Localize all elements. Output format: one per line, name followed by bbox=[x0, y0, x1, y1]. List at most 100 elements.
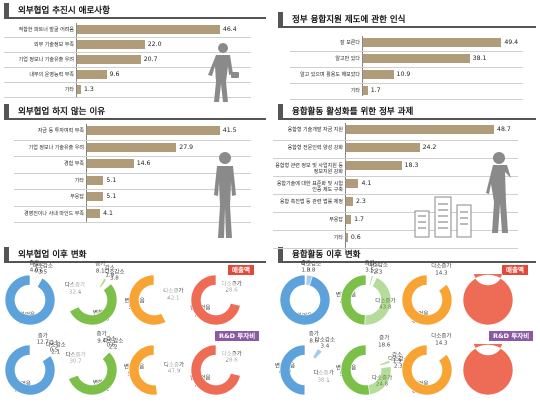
bar-category-label: 기업 정보나 기술유출 우려 bbox=[28, 144, 84, 151]
bar-category-label: 융합형 관련 정보 및 사업지원 등 정보지원 강화 bbox=[275, 163, 343, 175]
bar bbox=[87, 192, 104, 201]
donut-slice-label: 감소 0.6 bbox=[33, 261, 44, 275]
donut-slice-label: 감소 1.9 bbox=[104, 265, 115, 279]
donut-slice bbox=[128, 344, 158, 396]
title-no-collab-reasons: 외부협업 하지 않는 이유 bbox=[4, 104, 266, 120]
donut-slice bbox=[462, 274, 514, 326]
bar bbox=[346, 215, 352, 224]
donut-slice bbox=[4, 274, 56, 326]
donut-slice-label: 다소감소 2.2 bbox=[103, 338, 124, 351]
bar-value-label: 48.7 bbox=[497, 126, 511, 133]
row-divider bbox=[273, 248, 518, 249]
bar-category-label: 융합기술에 대한 표준화 및 시험 인증 제도 구축 bbox=[276, 181, 343, 193]
bar-category-label: 기업 정보나 기술유출 우려 bbox=[18, 57, 74, 63]
row-divider bbox=[4, 97, 251, 98]
donut-slice-label: 증가 4.0 bbox=[29, 260, 40, 274]
bar-value-label: 18.3 bbox=[404, 162, 419, 169]
bar-value-label: 10.9 bbox=[396, 71, 411, 78]
donut-chart bbox=[279, 344, 331, 396]
bar-value-label: 27.9 bbox=[179, 143, 194, 151]
donut-slice-label: 감소 1.2 bbox=[369, 261, 380, 275]
row-divider bbox=[4, 67, 251, 68]
title-collab-change: 외부협업 이후 변화 bbox=[4, 247, 266, 263]
donut-slice-label: 다소증가 14.3 bbox=[431, 263, 452, 277]
row-divider bbox=[273, 194, 518, 195]
donut-slice-label: 다소감소 3.8 bbox=[104, 269, 125, 282]
donut-slice-label: 증가 12.7 bbox=[36, 333, 49, 346]
row-divider bbox=[14, 205, 251, 207]
bar-value-label: 4.1 bbox=[103, 209, 113, 217]
bar-category-label: 기타 bbox=[350, 88, 360, 94]
bar bbox=[346, 125, 495, 134]
row-divider bbox=[273, 212, 518, 213]
bar-category-label: 융합형 기술개발 자금 지원 bbox=[287, 127, 343, 133]
row-divider bbox=[273, 158, 518, 159]
donut-chart bbox=[340, 344, 392, 396]
bar-category-label: 자금 등 투자여력 부족 bbox=[37, 128, 84, 134]
bar bbox=[77, 70, 107, 79]
bar-category-label: 기타 bbox=[64, 87, 74, 93]
badge-sales-right: 매출액 bbox=[502, 265, 528, 275]
bar-value-label: 46.4 bbox=[222, 26, 237, 33]
bar-category-label: 기타 bbox=[333, 235, 343, 241]
donut-slice bbox=[279, 274, 331, 326]
donut-slice-label: 증가 8.6 bbox=[308, 331, 319, 345]
bar-value-label: 1.3 bbox=[84, 86, 94, 93]
bar bbox=[346, 197, 353, 206]
row-divider bbox=[14, 189, 251, 190]
row-divider bbox=[290, 67, 523, 68]
donut-slice-label: 증가 1.0 bbox=[300, 260, 312, 274]
bar-axis bbox=[345, 123, 346, 250]
bar bbox=[77, 25, 220, 34]
donut-slice bbox=[304, 351, 331, 396]
row-divider bbox=[14, 156, 251, 157]
row-divider bbox=[290, 99, 523, 100]
donut-slice-label: 다소감소 2.3 bbox=[367, 262, 388, 276]
donut-chart bbox=[340, 274, 392, 326]
bar-value-label: 0.6 bbox=[350, 234, 361, 241]
bar bbox=[87, 142, 177, 152]
bar bbox=[363, 86, 368, 95]
donut-chart bbox=[462, 274, 514, 326]
bar-category-label: 무응답 bbox=[70, 194, 84, 200]
row-divider bbox=[4, 52, 251, 53]
donut-slice-label: 증가 8.1 bbox=[95, 261, 106, 275]
donut-slice bbox=[215, 274, 242, 306]
donut-chart bbox=[66, 344, 118, 396]
bar-category-label: 융합 촉진법 등 관련 법률 제정 bbox=[279, 199, 343, 205]
donut-slice-label: 감소 1.9 bbox=[392, 352, 403, 365]
donut-slice-label: 다소감소 3.5 bbox=[32, 263, 53, 276]
title-gov-support-awareness: 정부 융합지원 제도에 관한 인식 bbox=[278, 12, 536, 28]
bar-value-label: 20.7 bbox=[143, 56, 158, 63]
bar-category-label: 내부의 운영능력 부족 bbox=[29, 72, 74, 78]
bar-axis bbox=[362, 36, 363, 96]
donut-slice bbox=[4, 344, 56, 396]
row-divider bbox=[14, 139, 251, 141]
badge-sales-left: 매출액 bbox=[228, 265, 254, 275]
donut-chart bbox=[401, 344, 453, 396]
businessman-silhouette-icon bbox=[208, 43, 239, 102]
bar-value-label: 14.6 bbox=[136, 160, 151, 167]
donut-slice bbox=[365, 344, 390, 365]
bar-category-label: 알고 있으며 활용도 해보았다 bbox=[300, 72, 360, 78]
title-collab-difficulties: 외부협업 추진시 애로사항 bbox=[4, 3, 266, 19]
donut-chart bbox=[4, 274, 56, 326]
bar bbox=[346, 179, 359, 188]
donut-slice-label: 감소 0.6 bbox=[105, 336, 116, 349]
bar bbox=[87, 208, 101, 218]
donut-slice bbox=[401, 274, 453, 326]
bar-category-label: 기타 bbox=[74, 177, 84, 184]
bar bbox=[77, 40, 145, 49]
row-divider bbox=[4, 82, 251, 83]
title-gov-tasks: 융합활동 활성화를 위한 정부 과제 bbox=[278, 104, 536, 120]
row-divider bbox=[290, 51, 523, 52]
bar bbox=[346, 161, 402, 170]
donut-slice bbox=[462, 344, 514, 396]
bar-value-label: 2.3 bbox=[355, 198, 366, 205]
donut-slice-label: 감소 0.5 bbox=[48, 340, 60, 354]
donut-slice-label: 증가 9.4 bbox=[96, 331, 107, 345]
donut-chart bbox=[401, 274, 453, 326]
donut-slice bbox=[153, 344, 180, 396]
donut-slice bbox=[68, 351, 118, 396]
bar bbox=[363, 54, 470, 63]
